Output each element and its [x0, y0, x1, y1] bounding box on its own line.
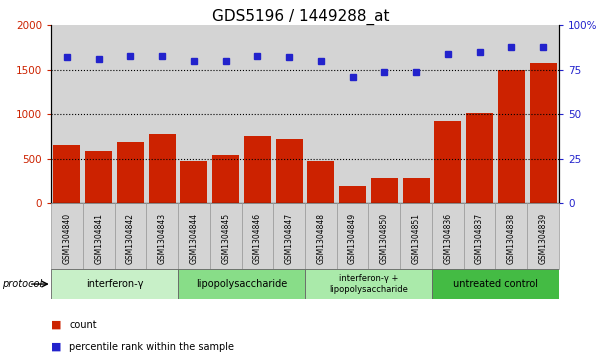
Bar — [529, 63, 557, 203]
Bar — [51, 203, 83, 269]
Text: percentile rank within the sample: percentile rank within the sample — [69, 342, 234, 352]
Bar — [115, 25, 146, 203]
Text: GSM1304840: GSM1304840 — [63, 213, 72, 264]
Bar — [432, 269, 559, 299]
Bar — [242, 203, 273, 269]
Bar — [400, 203, 432, 269]
Bar — [178, 25, 210, 203]
Text: lipopolysaccharide: lipopolysaccharide — [196, 279, 287, 289]
Bar — [371, 178, 398, 203]
Bar — [244, 136, 271, 203]
Bar — [148, 134, 175, 203]
Bar — [432, 203, 464, 269]
Text: GSM1304836: GSM1304836 — [444, 213, 453, 264]
Text: untreated control: untreated control — [453, 279, 538, 289]
Bar — [178, 269, 305, 299]
Bar — [276, 139, 303, 203]
Bar — [305, 203, 337, 269]
Bar — [178, 203, 210, 269]
Text: GSM1304841: GSM1304841 — [94, 213, 103, 264]
Bar — [180, 160, 207, 203]
Text: interferon-γ +
lipopolysaccharide: interferon-γ + lipopolysaccharide — [329, 274, 408, 294]
Bar — [83, 25, 115, 203]
Bar — [51, 25, 83, 203]
Text: GSM1304846: GSM1304846 — [253, 213, 262, 264]
Bar — [527, 203, 559, 269]
Bar — [495, 25, 527, 203]
Text: GSM1304850: GSM1304850 — [380, 213, 389, 264]
Text: GSM1304845: GSM1304845 — [221, 213, 230, 264]
Text: GSM1304839: GSM1304839 — [538, 213, 548, 264]
Bar — [146, 203, 178, 269]
Bar — [53, 146, 81, 203]
Bar — [495, 203, 527, 269]
Text: GSM1304837: GSM1304837 — [475, 213, 484, 264]
Text: protocol: protocol — [2, 279, 42, 289]
Text: ■: ■ — [51, 342, 61, 352]
Bar — [368, 203, 400, 269]
Text: GSM1304851: GSM1304851 — [412, 213, 421, 264]
Bar — [464, 203, 495, 269]
Bar — [403, 178, 430, 203]
Text: GSM1304843: GSM1304843 — [157, 213, 166, 264]
Bar — [337, 25, 368, 203]
Text: ■: ■ — [51, 320, 61, 330]
Text: GSM1304848: GSM1304848 — [316, 213, 325, 264]
Bar — [432, 25, 464, 203]
Bar — [51, 269, 178, 299]
Bar — [400, 25, 432, 203]
Bar — [83, 203, 115, 269]
Bar — [210, 203, 242, 269]
Text: GDS5196 / 1449288_at: GDS5196 / 1449288_at — [212, 9, 389, 25]
Bar — [307, 162, 334, 203]
Text: GSM1304849: GSM1304849 — [348, 213, 357, 264]
Bar — [212, 155, 239, 203]
Bar — [498, 70, 525, 203]
Bar — [305, 25, 337, 203]
Bar — [527, 25, 559, 203]
Bar — [435, 121, 462, 203]
Bar — [273, 25, 305, 203]
Text: GSM1304847: GSM1304847 — [285, 213, 294, 264]
Bar — [85, 151, 112, 203]
Bar — [368, 25, 400, 203]
Bar — [305, 269, 432, 299]
Bar — [273, 203, 305, 269]
Text: GSM1304838: GSM1304838 — [507, 213, 516, 264]
Bar — [117, 142, 144, 203]
Bar — [339, 186, 366, 203]
Bar — [146, 25, 178, 203]
Bar — [210, 25, 242, 203]
Text: GSM1304844: GSM1304844 — [189, 213, 198, 264]
Bar — [337, 203, 368, 269]
Bar — [242, 25, 273, 203]
Text: count: count — [69, 320, 97, 330]
Bar — [115, 203, 146, 269]
Bar — [464, 25, 495, 203]
Text: interferon-γ: interferon-γ — [86, 279, 143, 289]
Text: GSM1304842: GSM1304842 — [126, 213, 135, 264]
Bar — [466, 113, 493, 203]
